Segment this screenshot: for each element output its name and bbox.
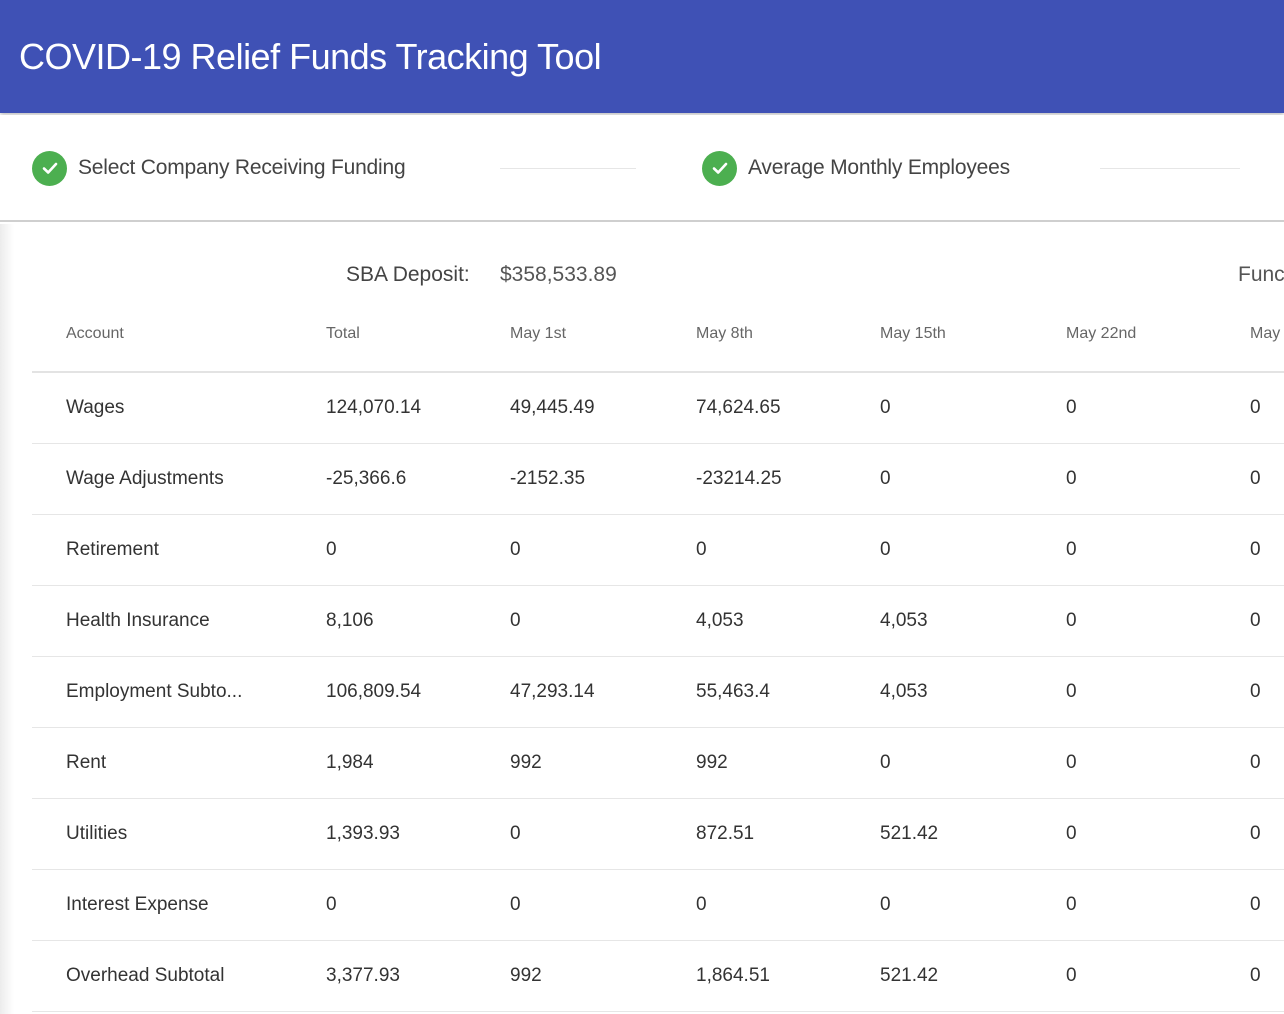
value-cell: 0 — [1066, 443, 1250, 515]
value-cell: 0 — [1250, 940, 1284, 1012]
value-cell: 0 — [880, 727, 1066, 799]
funds-label: Func — [1238, 263, 1284, 286]
sba-deposit-value: $358,533.89 — [500, 263, 617, 286]
step-average-employees[interactable]: Average Monthly Employees — [702, 150, 1010, 186]
value-cell: 0 — [510, 585, 696, 657]
value-cell: -23214.25 — [696, 443, 880, 515]
value-cell: 0 — [1250, 514, 1284, 586]
total-cell: -25,366.6 — [326, 443, 510, 515]
value-cell: 0 — [510, 514, 696, 586]
total-cell: 106,809.54 — [326, 656, 510, 728]
account-cell: Wage Adjustments — [32, 443, 326, 515]
value-cell: 0 — [1250, 727, 1284, 799]
value-cell: 0 — [1250, 585, 1284, 657]
column-header-may-22nd[interactable]: May 22nd — [1066, 296, 1250, 373]
table-row[interactable]: Interest Expense 0 0 0 0 0 0 — [32, 869, 1284, 941]
total-cell: 124,070.14 — [326, 372, 510, 444]
value-cell: 0 — [880, 869, 1066, 941]
step-label: Select Company Receiving Funding — [78, 156, 406, 179]
left-edge-shadow — [0, 224, 14, 1014]
value-cell: 0 — [880, 443, 1066, 515]
value-cell: 0 — [1250, 656, 1284, 728]
column-header-may-8th[interactable]: May 8th — [696, 296, 880, 373]
account-cell: Utilities — [32, 798, 326, 870]
total-cell: 0 — [326, 869, 510, 941]
step-connector — [1100, 168, 1240, 169]
value-cell: 872.51 — [696, 798, 880, 870]
value-cell: 0 — [1066, 798, 1250, 870]
total-cell: 1,984 — [326, 727, 510, 799]
value-cell: 0 — [1250, 798, 1284, 870]
value-cell: 4,053 — [880, 656, 1066, 728]
value-cell: 0 — [1066, 940, 1250, 1012]
value-cell: 992 — [510, 727, 696, 799]
sba-deposit-label: SBA Deposit: — [346, 263, 470, 286]
value-cell: 0 — [1250, 869, 1284, 941]
account-cell: Employment Subto... — [32, 656, 326, 728]
value-cell: 521.42 — [880, 940, 1066, 1012]
app-title: COVID-19 Relief Funds Tracking Tool — [19, 36, 602, 77]
check-circle-icon — [702, 150, 737, 186]
funds-content: SBA Deposit: $358,533.89 Func Account To… — [0, 224, 1284, 1014]
table-row[interactable]: Wages 124,070.14 49,445.49 74,624.65 0 0… — [32, 372, 1284, 444]
value-cell: 0 — [1066, 727, 1250, 799]
account-cell: Retirement — [32, 514, 326, 586]
total-cell: 1,393.93 — [326, 798, 510, 870]
value-cell: 0 — [696, 869, 880, 941]
total-cell: 0 — [326, 514, 510, 586]
value-cell: 0 — [1066, 869, 1250, 941]
account-cell: Rent — [32, 727, 326, 799]
value-cell: 521.42 — [880, 798, 1066, 870]
table-row[interactable]: Wage Adjustments -25,366.6 -2152.35 -232… — [32, 443, 1284, 515]
stepper: Select Company Receiving Funding Average… — [0, 115, 1284, 222]
value-cell: 0 — [1066, 372, 1250, 444]
account-cell: Interest Expense — [32, 869, 326, 941]
value-cell: 1,864.51 — [696, 940, 880, 1012]
value-cell: 0 — [1250, 372, 1284, 444]
table-row[interactable]: Employment Subto... 106,809.54 47,293.14… — [32, 656, 1284, 728]
value-cell: 55,463.4 — [696, 656, 880, 728]
value-cell: 0 — [510, 869, 696, 941]
table-header-row: Account Total May 1st May 8th May 15th M… — [32, 296, 1284, 373]
account-cell: Overhead Subtotal — [32, 940, 326, 1012]
value-cell: 0 — [1066, 585, 1250, 657]
value-cell: 4,053 — [696, 585, 880, 657]
value-cell: 0 — [880, 514, 1066, 586]
column-header-may-15th[interactable]: May 15th — [880, 296, 1066, 373]
value-cell: 0 — [880, 372, 1066, 444]
table-row[interactable]: Overhead Subtotal 3,377.93 992 1,864.51 … — [32, 940, 1284, 1012]
step-select-company[interactable]: Select Company Receiving Funding — [32, 150, 406, 186]
funds-table: Account Total May 1st May 8th May 15th M… — [32, 296, 1284, 1012]
value-cell: 0 — [1066, 514, 1250, 586]
value-cell: 0 — [696, 514, 880, 586]
value-cell: 4,053 — [880, 585, 1066, 657]
column-header-account[interactable]: Account — [32, 296, 326, 373]
table-row[interactable]: Retirement 0 0 0 0 0 0 — [32, 514, 1284, 586]
total-cell: 8,106 — [326, 585, 510, 657]
account-cell: Wages — [32, 372, 326, 444]
value-cell: 0 — [510, 798, 696, 870]
column-header-may-1st[interactable]: May 1st — [510, 296, 696, 373]
table-row[interactable]: Rent 1,984 992 992 0 0 0 — [32, 727, 1284, 799]
app-bar: COVID-19 Relief Funds Tracking Tool — [0, 0, 1284, 113]
value-cell: 992 — [696, 727, 880, 799]
value-cell: 74,624.65 — [696, 372, 880, 444]
value-cell: 0 — [1250, 443, 1284, 515]
step-connector — [500, 168, 636, 169]
value-cell: -2152.35 — [510, 443, 696, 515]
step-label: Average Monthly Employees — [748, 156, 1010, 179]
value-cell: 47,293.14 — [510, 656, 696, 728]
value-cell: 49,445.49 — [510, 372, 696, 444]
column-header-may[interactable]: May — [1250, 296, 1284, 373]
table-row[interactable]: Health Insurance 8,106 0 4,053 4,053 0 0 — [32, 585, 1284, 657]
column-header-total[interactable]: Total — [326, 296, 510, 373]
value-cell: 992 — [510, 940, 696, 1012]
value-cell: 0 — [1066, 656, 1250, 728]
total-cell: 3,377.93 — [326, 940, 510, 1012]
check-circle-icon — [32, 150, 67, 186]
account-cell: Health Insurance — [32, 585, 326, 657]
table-row[interactable]: Utilities 1,393.93 0 872.51 521.42 0 0 — [32, 798, 1284, 870]
